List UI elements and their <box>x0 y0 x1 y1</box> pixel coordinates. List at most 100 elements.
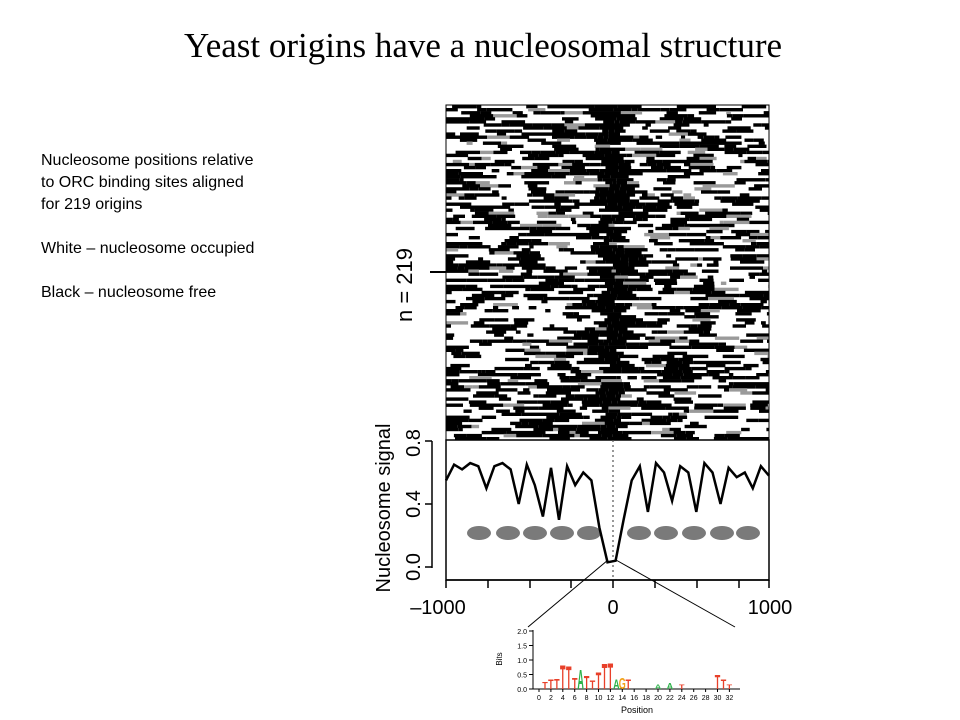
heatmap-cell <box>753 138 764 142</box>
heatmap-cell <box>455 150 471 155</box>
heatmap-cell <box>542 433 557 438</box>
heatmap-cell <box>724 370 730 374</box>
heatmap-cell <box>763 293 769 298</box>
heatmap-cell <box>446 324 451 328</box>
heatmap-cell <box>478 385 501 389</box>
heatmap-cell <box>646 324 663 328</box>
heatmap-cell <box>607 437 632 441</box>
heatmap-cell <box>707 275 714 279</box>
heatmap-cell <box>446 132 456 136</box>
heatmap-cell <box>592 409 609 413</box>
heatmap-cell <box>537 400 551 404</box>
heatmap-cell <box>556 211 565 215</box>
heatmap-cell <box>452 159 462 164</box>
heatmap-cell <box>594 105 618 109</box>
heatmap-cell <box>509 236 519 240</box>
heatmap-cell <box>738 153 743 158</box>
heatmap-cell <box>595 117 617 121</box>
heatmap-cell <box>623 281 647 285</box>
heatmap-cell <box>712 269 719 273</box>
heatmap-cell <box>555 150 570 155</box>
profile-y-tick-label: 0.8 <box>403 429 425 457</box>
heatmap-cell <box>495 388 518 392</box>
heatmap-cell <box>749 114 769 118</box>
heatmap-cell <box>684 424 707 429</box>
heatmap-cell <box>660 141 680 145</box>
heatmap-cell <box>528 187 547 191</box>
heatmap-cell <box>598 220 613 225</box>
nucleosome-oval <box>736 526 760 540</box>
heatmap-cell <box>579 406 588 410</box>
heatmap-cell <box>468 272 480 276</box>
heatmap-cell <box>586 388 599 392</box>
heatmap-cell <box>461 117 485 121</box>
heatmap-cell <box>718 379 727 383</box>
heatmap-cell <box>724 147 734 151</box>
heatmap-cell <box>492 309 509 313</box>
heatmap-cell <box>649 239 658 243</box>
heatmap-cell <box>543 296 569 301</box>
heatmap-cell <box>566 303 573 307</box>
nucleosome-oval <box>496 526 520 540</box>
heatmap-cell <box>528 108 546 112</box>
heatmap-cell <box>486 330 507 334</box>
heatmap-cell <box>533 394 539 398</box>
heatmap-cell <box>651 360 662 365</box>
heatmap-cell <box>672 373 684 377</box>
motif-x-tick-label: 4 <box>561 695 565 702</box>
heatmap-cell <box>639 162 648 167</box>
heatmap-cell <box>636 306 653 310</box>
heatmap-cell <box>491 427 512 432</box>
motif-letter: G <box>619 674 626 693</box>
heatmap-cell <box>585 156 610 161</box>
motif-letter: T <box>679 684 685 691</box>
heatmap-cell <box>452 217 459 222</box>
heatmap-cell <box>680 275 698 279</box>
heatmap-cell <box>664 366 679 371</box>
heatmap-cell <box>702 184 712 188</box>
heatmap-cell <box>616 315 637 319</box>
heatmap-cell <box>640 147 663 151</box>
heatmap-cell <box>575 181 582 185</box>
heatmap-cell <box>622 333 646 337</box>
heatmap-cell <box>726 214 752 218</box>
heatmap-cell <box>749 275 755 279</box>
heatmap-cell <box>466 296 485 301</box>
heatmap-cell <box>446 169 462 173</box>
heatmap-cell <box>471 135 488 139</box>
heatmap-cell <box>446 403 463 407</box>
heatmap-cell <box>682 360 694 365</box>
heatmap-cell <box>527 333 534 337</box>
heatmap-cell <box>703 135 715 139</box>
heatmap-cell <box>697 263 703 267</box>
heatmap-cell <box>484 117 496 121</box>
motif-letter: T <box>566 662 572 697</box>
heatmap-cell <box>733 147 750 151</box>
heatmap-cell <box>523 126 544 130</box>
heatmap-cell <box>597 303 616 307</box>
heatmap-cell <box>617 202 638 206</box>
heatmap-cell <box>590 223 609 228</box>
heatmap-cell <box>594 144 611 148</box>
heatmap-cell <box>660 339 676 343</box>
heatmap-cell <box>496 129 515 133</box>
heatmap-cell <box>566 424 577 429</box>
heatmap-cell <box>507 220 520 225</box>
heatmap-cell <box>701 190 718 194</box>
heatmap-cell <box>523 275 538 279</box>
heatmap-cell <box>527 184 538 188</box>
heatmap-cell <box>729 388 748 392</box>
heatmap-cell <box>750 266 763 270</box>
heatmap-cell <box>512 339 527 343</box>
heatmap-cell <box>688 239 705 243</box>
motif-letter: T <box>554 676 560 693</box>
heatmap-cell <box>612 433 629 438</box>
heatmap-cell <box>736 178 746 182</box>
heatmap-cell <box>694 199 700 203</box>
motif-x-tick-label: 32 <box>726 695 734 702</box>
heatmap-cell <box>683 172 704 176</box>
heatmap-cell <box>649 421 662 426</box>
heatmap-cell <box>705 211 721 215</box>
heatmap-cell <box>612 248 625 252</box>
heatmap-cell <box>600 385 624 389</box>
